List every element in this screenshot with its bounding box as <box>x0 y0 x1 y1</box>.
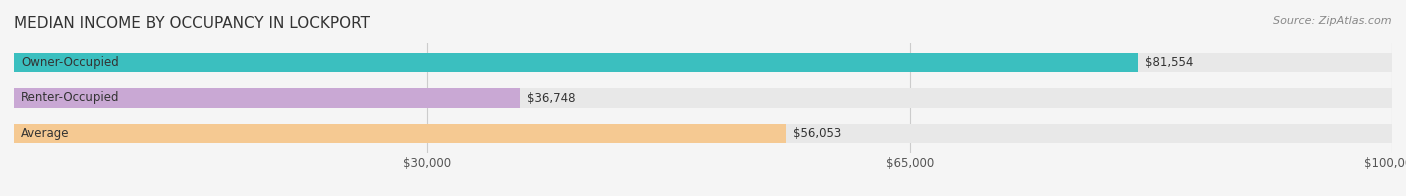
Text: $81,554: $81,554 <box>1144 56 1194 69</box>
Text: $36,748: $36,748 <box>527 92 576 104</box>
Bar <box>14 124 1392 143</box>
Text: MEDIAN INCOME BY OCCUPANCY IN LOCKPORT: MEDIAN INCOME BY OCCUPANCY IN LOCKPORT <box>14 16 370 31</box>
Bar <box>14 53 1137 72</box>
Bar <box>14 124 786 143</box>
Text: Owner-Occupied: Owner-Occupied <box>21 56 118 69</box>
Text: Renter-Occupied: Renter-Occupied <box>21 92 120 104</box>
Bar <box>14 53 1392 72</box>
Text: $56,053: $56,053 <box>793 127 842 140</box>
Bar <box>14 88 1392 108</box>
Bar <box>14 88 520 108</box>
Text: Average: Average <box>21 127 69 140</box>
Text: Source: ZipAtlas.com: Source: ZipAtlas.com <box>1274 16 1392 26</box>
